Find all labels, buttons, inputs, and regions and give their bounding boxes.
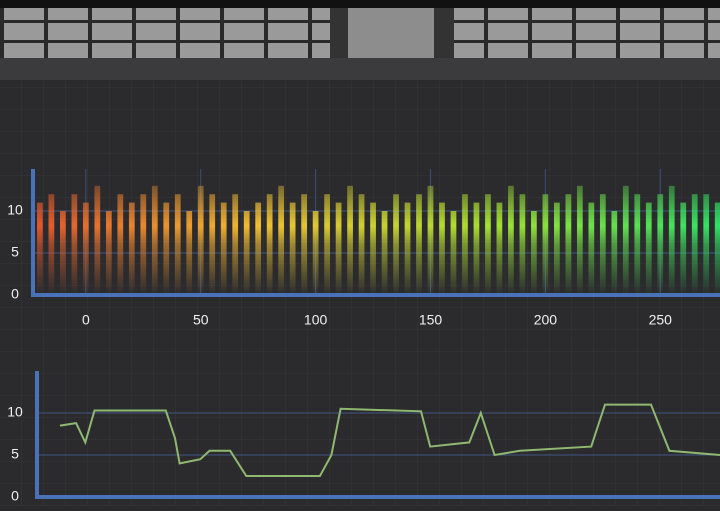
x-tick-label: 50 xyxy=(193,312,209,328)
spike xyxy=(128,202,135,295)
spike xyxy=(324,194,330,295)
spike xyxy=(266,194,273,295)
x-tick-label: 200 xyxy=(534,312,558,328)
spike xyxy=(59,211,66,295)
x-tick-label: 100 xyxy=(304,312,328,328)
spike xyxy=(186,211,193,295)
spike xyxy=(427,185,434,295)
spike xyxy=(174,194,181,295)
y-tick-label: 0 xyxy=(11,286,19,302)
spike xyxy=(117,194,124,295)
spike xyxy=(508,185,514,295)
spike xyxy=(48,194,55,295)
spike xyxy=(485,194,491,295)
top-edge xyxy=(0,0,720,8)
spike xyxy=(289,202,296,295)
spike xyxy=(691,194,698,295)
spike xyxy=(393,194,399,295)
spike xyxy=(519,194,526,295)
spike xyxy=(347,185,353,295)
x-tick-label: 150 xyxy=(419,312,443,328)
spike xyxy=(37,202,43,295)
spike xyxy=(622,185,629,295)
spike xyxy=(473,202,480,295)
spike xyxy=(439,202,445,295)
spike xyxy=(197,185,204,295)
spike xyxy=(657,194,664,295)
spike xyxy=(255,202,262,295)
spike xyxy=(703,194,710,295)
spike xyxy=(634,194,641,295)
spike xyxy=(381,211,388,295)
y-tick-label: 0 xyxy=(11,488,19,504)
y-tick-label: 10 xyxy=(7,404,23,420)
spike xyxy=(553,202,560,295)
spike xyxy=(105,211,112,295)
spike xyxy=(450,211,457,295)
spike xyxy=(232,194,239,295)
window-pillar xyxy=(434,8,454,58)
spike xyxy=(576,185,583,295)
spike xyxy=(243,211,250,295)
axis xyxy=(31,169,720,297)
spike xyxy=(278,185,285,295)
spike xyxy=(163,202,170,295)
spike xyxy=(335,202,342,295)
spike xyxy=(714,202,720,295)
y-tick-label: 10 xyxy=(7,202,23,218)
spike xyxy=(209,194,216,295)
spike xyxy=(312,211,319,295)
spike xyxy=(358,194,365,295)
x-tick-label: 250 xyxy=(649,312,673,328)
spike xyxy=(611,211,618,295)
spike xyxy=(301,194,307,295)
bars xyxy=(37,185,720,295)
frame-bar xyxy=(0,58,720,80)
spike xyxy=(496,202,503,295)
window-pillar xyxy=(330,8,348,58)
spike xyxy=(220,202,227,295)
spike xyxy=(462,194,468,295)
axis xyxy=(35,371,720,499)
y-tick-label: 5 xyxy=(11,446,19,462)
line xyxy=(59,403,720,477)
spike xyxy=(668,185,675,295)
spike xyxy=(151,185,158,295)
spike xyxy=(416,194,422,295)
spike xyxy=(82,202,89,295)
spike xyxy=(542,194,549,295)
spike xyxy=(140,194,147,295)
spike xyxy=(71,194,78,295)
y-tick-label: 5 xyxy=(11,244,19,260)
spike xyxy=(531,211,537,295)
spike xyxy=(680,202,687,295)
spike xyxy=(565,194,572,295)
spike xyxy=(94,185,101,295)
window-pane xyxy=(348,8,434,58)
spike xyxy=(588,202,595,295)
spike xyxy=(599,194,606,295)
chart: 0 5 10 xyxy=(7,371,720,504)
x-tick-label: 0 xyxy=(82,312,90,328)
spike xyxy=(370,202,376,295)
spike xyxy=(404,202,411,295)
spike xyxy=(645,202,652,295)
